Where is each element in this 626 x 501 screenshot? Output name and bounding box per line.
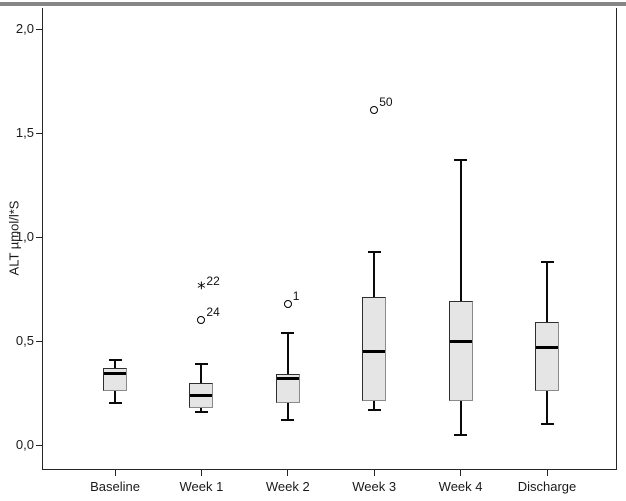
y-tick-label: 0,5: [15, 333, 34, 348]
whisker-lower-week-1: [200, 407, 203, 412]
x-tick-mark: [460, 470, 462, 476]
y-tick-mark: [36, 340, 42, 342]
box-week-3: [362, 297, 387, 402]
whisker-cap-upper-week-1: [194, 362, 208, 365]
extreme-marker-week-1: *: [197, 278, 206, 299]
y-tick-label: 1,5: [15, 125, 34, 140]
whisker-upper-week-1: [200, 363, 203, 383]
whisker-cap-upper-week-4: [454, 159, 468, 162]
x-tick-label-baseline: Baseline: [90, 479, 140, 494]
extreme-label-week-1: 22: [206, 273, 220, 288]
whisker-cap-lower-week-4: [454, 433, 468, 436]
whisker-lower-discharge: [546, 390, 548, 425]
whisker-lower-week-4: [459, 401, 462, 435]
outlier-marker-week-1: [197, 316, 206, 325]
whisker-cap-lower-week-3: [367, 408, 381, 411]
outlier-label-week-1: 24: [206, 305, 220, 320]
whisker-cap-upper-week-2: [281, 331, 295, 334]
whisker-lower-week-2: [286, 403, 289, 421]
whisker-upper-baseline: [114, 359, 116, 369]
whisker-upper-week-3: [373, 251, 376, 298]
y-tick-mark: [36, 132, 42, 134]
whisker-cap-upper-discharge: [540, 260, 554, 263]
median-line-week-3: [363, 349, 386, 353]
box-week-4: [448, 301, 473, 402]
plot-area: [42, 8, 617, 470]
y-tick-mark: [36, 28, 42, 30]
whisker-cap-upper-baseline: [108, 358, 122, 361]
whisker-upper-discharge: [546, 261, 548, 323]
outlier-label-week-3: 50: [379, 95, 393, 110]
x-tick-mark: [114, 470, 116, 476]
x-tick-mark: [546, 470, 548, 476]
y-tick-label: 1,0: [15, 229, 34, 244]
y-tick-label: 0,0: [15, 437, 34, 452]
whisker-upper-week-2: [286, 332, 289, 375]
x-tick-label-week-3: Week 3: [352, 479, 397, 494]
outlier-marker-week-3: [370, 106, 379, 115]
x-tick-label-discharge: Discharge: [517, 479, 577, 494]
whisker-cap-lower-baseline: [108, 402, 122, 405]
x-tick-label-week-1: Week 1: [179, 479, 224, 494]
whisker-lower-week-3: [373, 401, 376, 410]
median-line-week-4: [449, 339, 472, 343]
median-line-discharge: [536, 345, 558, 349]
whisker-cap-upper-week-3: [367, 250, 381, 253]
window-top-border: [0, 2, 626, 6]
whisker-upper-week-4: [459, 160, 462, 302]
whisker-lower-baseline: [114, 390, 116, 404]
y-tick-label: 2,0: [15, 21, 34, 36]
whisker-cap-lower-week-1: [194, 410, 208, 413]
median-line-week-2: [276, 376, 299, 380]
box-discharge: [535, 322, 559, 391]
y-tick-mark: [36, 236, 42, 238]
y-tick-mark: [36, 444, 42, 446]
x-tick-mark: [200, 470, 202, 476]
x-tick-mark: [373, 470, 375, 476]
whisker-cap-lower-discharge: [540, 423, 554, 426]
x-tick-mark: [287, 470, 289, 476]
outlier-marker-week-2: [283, 299, 292, 308]
median-line-baseline: [104, 371, 126, 375]
whisker-cap-lower-week-2: [281, 419, 295, 422]
median-line-week-1: [190, 393, 213, 397]
outlier-label-week-2: 1: [292, 288, 300, 303]
x-tick-label-week-4: Week 4: [438, 479, 483, 494]
x-tick-label-week-2: Week 2: [265, 479, 310, 494]
